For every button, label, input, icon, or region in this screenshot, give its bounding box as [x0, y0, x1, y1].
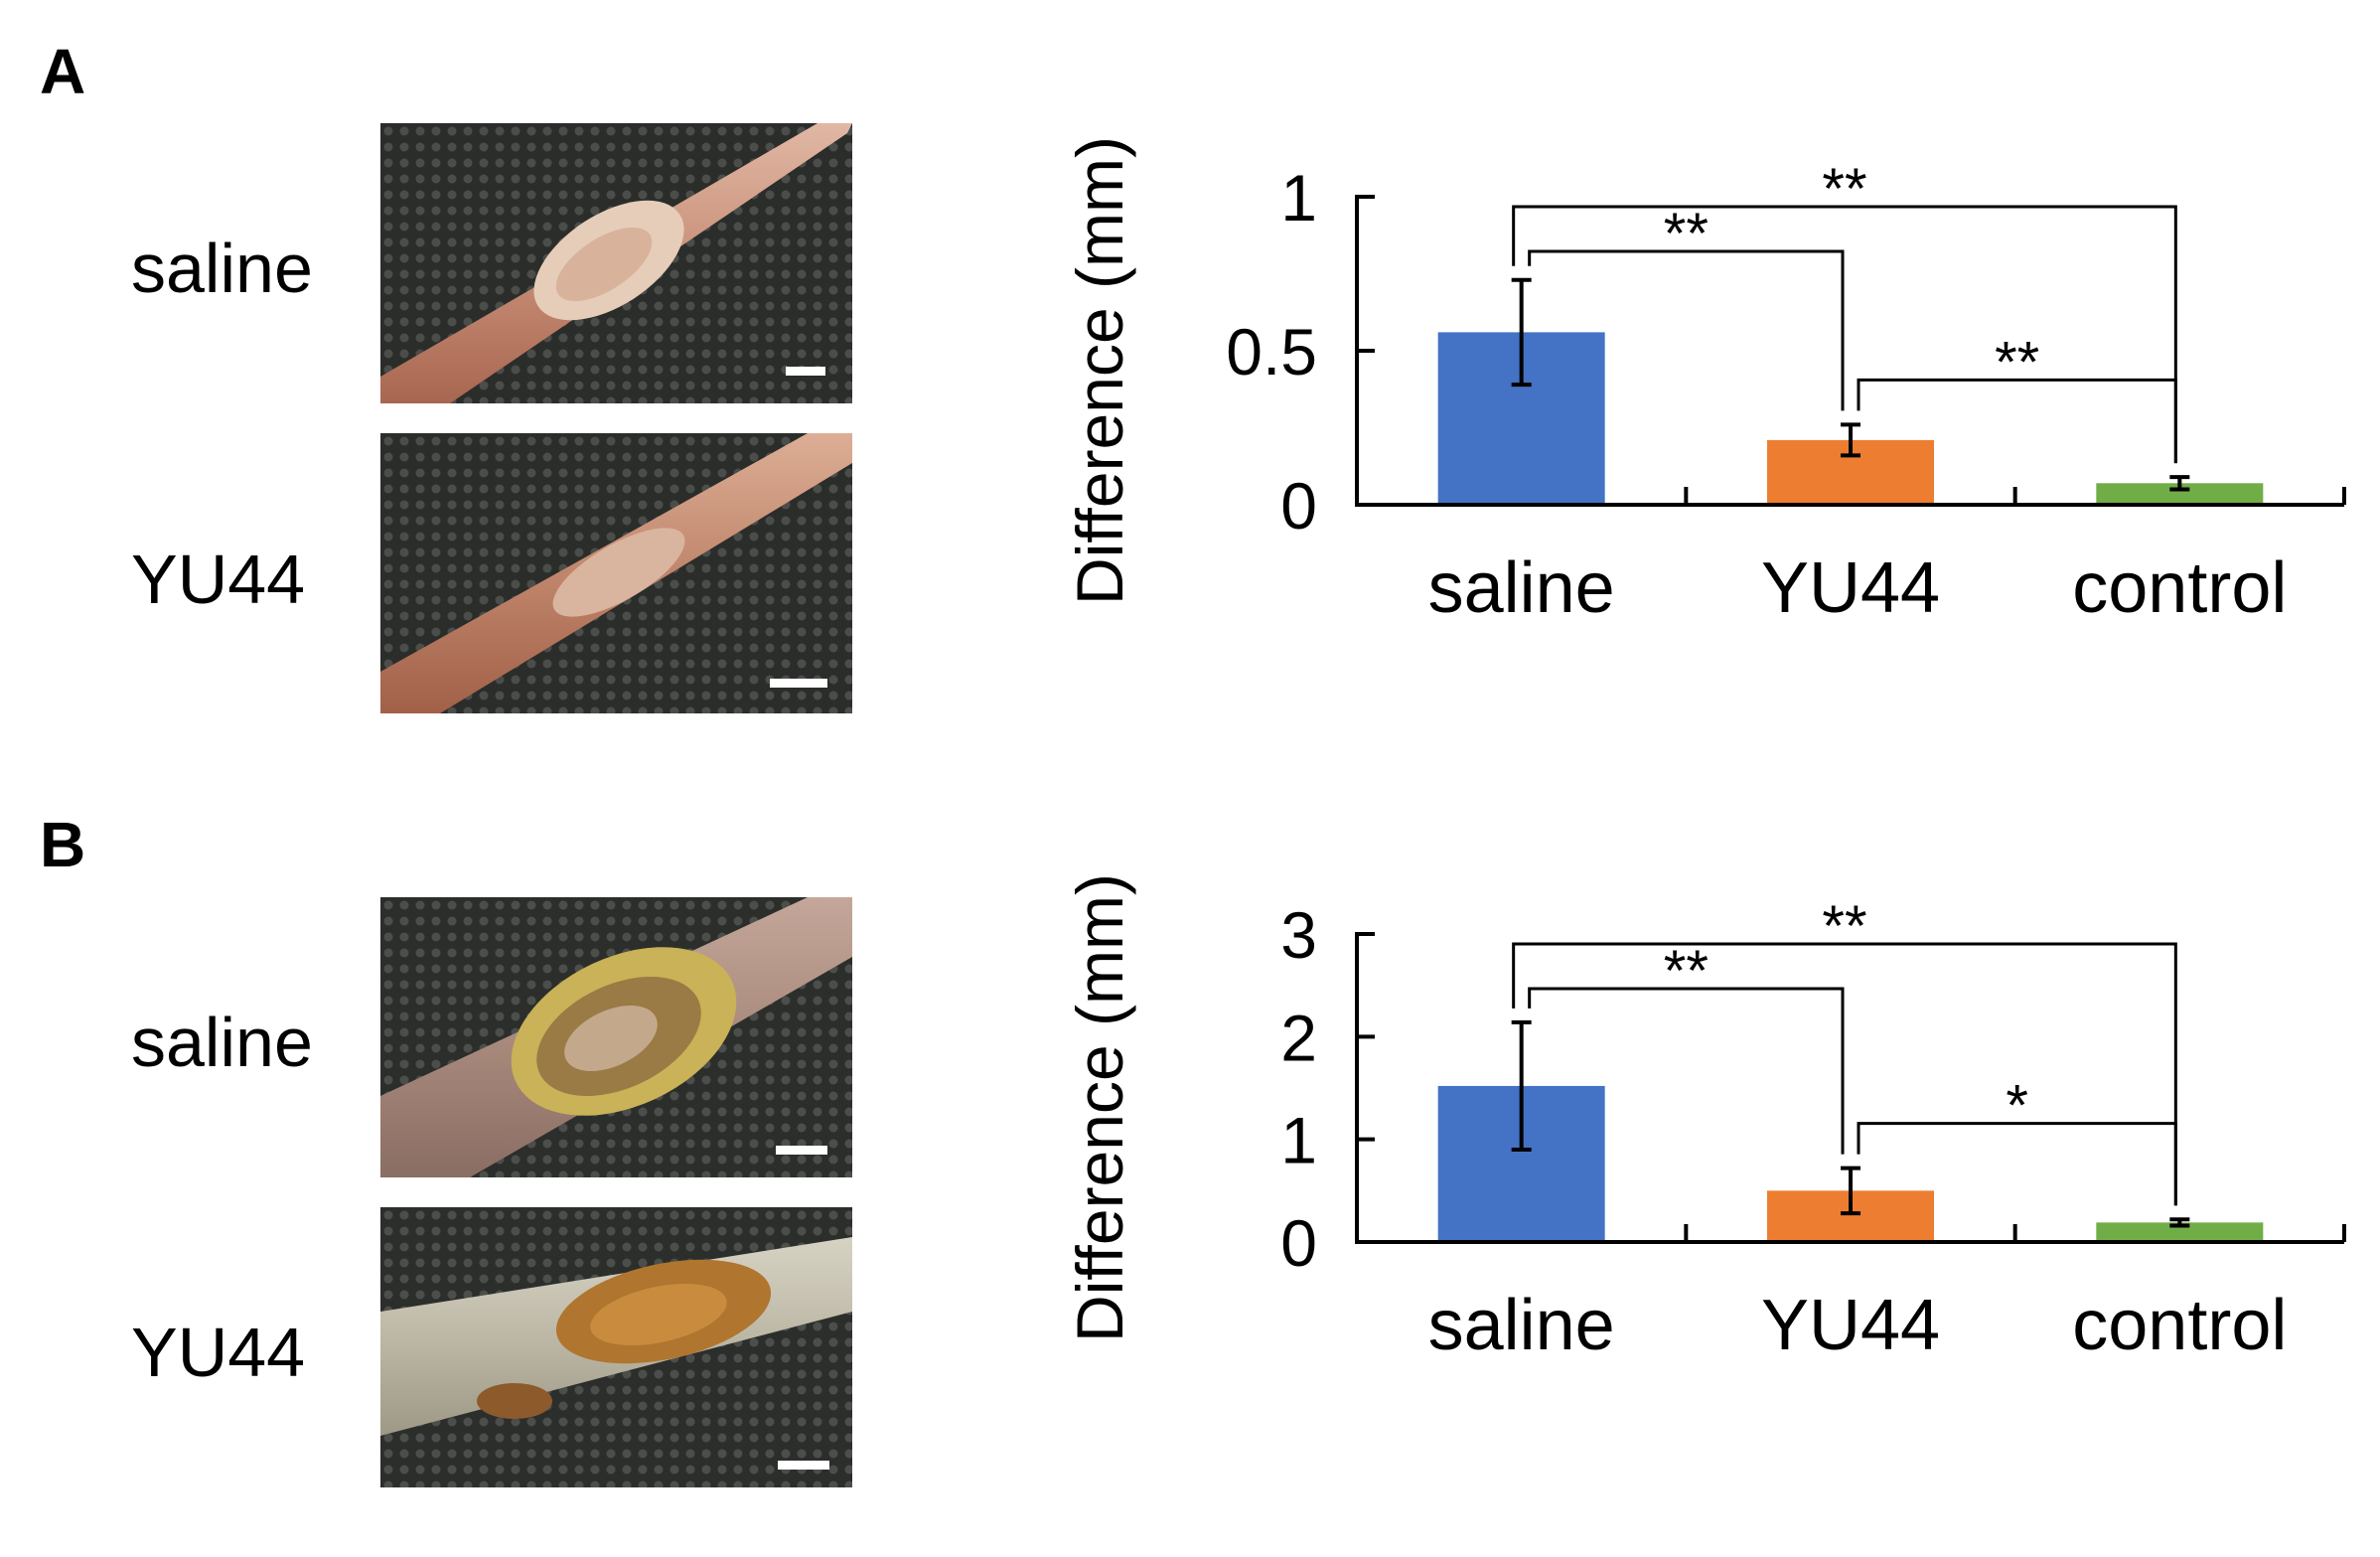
- y-tick-label: 1: [1280, 1104, 1317, 1177]
- y-tick-label: 2: [1280, 1001, 1317, 1074]
- photo-label-b-yu44: YU44: [131, 1314, 306, 1391]
- photo-a-yu44: [380, 433, 852, 713]
- significance-label: **: [1822, 894, 1866, 959]
- x-tick-label-saline: saline: [1428, 1286, 1615, 1365]
- photo-b-yu44: [380, 1207, 852, 1487]
- y-tick-label: 0.5: [1226, 315, 1317, 389]
- y-axis-label: Difference (mm): [1063, 136, 1136, 605]
- significance-label: **: [1664, 939, 1709, 1004]
- significance-label: *: [2006, 1074, 2028, 1139]
- photo-label-a-saline: saline: [131, 230, 313, 307]
- y-tick-label: 3: [1280, 898, 1317, 972]
- significance-label: **: [1664, 202, 1709, 266]
- significance-bracket: [1512, 942, 2177, 1206]
- significance-bracket: [1512, 205, 2177, 464]
- chart-a: Difference (mm) 0 0.5 1 saline YU44 control ** *…: [1023, 99, 2380, 815]
- significance-bracket: [1528, 249, 1845, 411]
- significance-bracket: [1528, 987, 1845, 1155]
- y-tick-label: 1: [1280, 161, 1317, 234]
- x-tick-label-yu44: YU44: [1761, 548, 1940, 628]
- x-tick-label-control: control: [2072, 548, 2287, 628]
- photo-b-saline: [380, 897, 852, 1177]
- significance-bracket: [1857, 378, 2177, 464]
- photo-label-a-yu44: YU44: [131, 541, 306, 618]
- chart-a-svg: Difference (mm) 0 0.5 1 saline YU44 control ** *…: [1063, 136, 2346, 628]
- panel-letter-b: B: [40, 809, 86, 880]
- x-tick-label-yu44: YU44: [1761, 1286, 1940, 1365]
- y-tick-label: 0: [1280, 1206, 1317, 1280]
- bar-control: [2096, 1222, 2264, 1242]
- y-tick-label: 0: [1280, 469, 1317, 543]
- chart-b: Difference (mm) 0 1 2 3 saline YU44 control ** **…: [1023, 837, 2380, 1552]
- photo-a-saline: [380, 123, 852, 403]
- significance-label: **: [1822, 157, 1866, 222]
- panel-letter-a: A: [40, 36, 86, 107]
- x-tick-label-control: control: [2072, 1286, 2287, 1365]
- photo-label-b-saline: saline: [131, 1004, 313, 1081]
- x-tick-label-saline: saline: [1428, 548, 1615, 628]
- significance-label: **: [1995, 330, 2039, 394]
- significance-bracket: [1857, 1122, 2177, 1206]
- bar-control: [2096, 483, 2264, 505]
- y-axis-label: Difference (mm): [1063, 873, 1136, 1342]
